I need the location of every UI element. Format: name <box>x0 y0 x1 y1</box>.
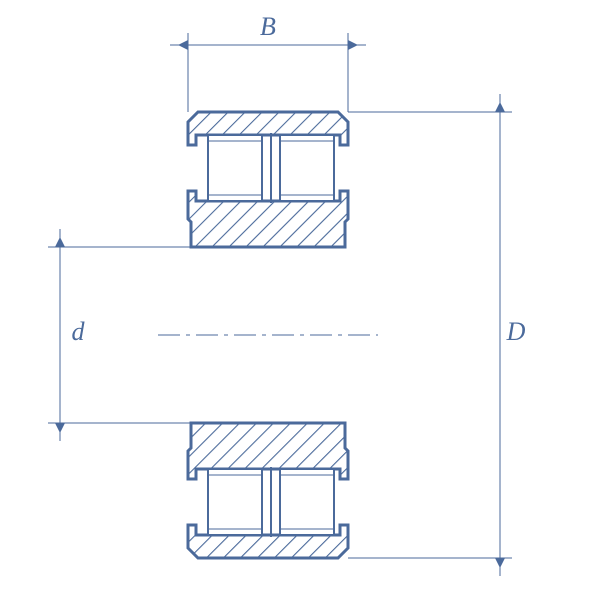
label-B: B <box>260 12 276 41</box>
label-d: d <box>72 317 86 346</box>
label-D: D <box>506 317 526 346</box>
